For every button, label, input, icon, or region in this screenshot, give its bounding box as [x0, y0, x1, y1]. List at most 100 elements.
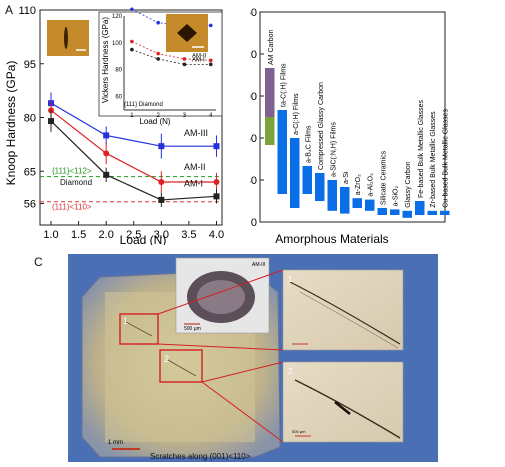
panel-a-y-axis-label: Knoop Hardness (GPa) [4, 61, 18, 186]
inset-data-point [130, 7, 134, 12]
data-point [103, 132, 110, 139]
inset-x-tick-label: 2 [156, 113, 160, 119]
inset-x-tick-label: 4 [209, 113, 213, 119]
range-bar [402, 210, 412, 218]
series-line-am-iii [50, 102, 217, 147]
diamond-label: Diamond [60, 178, 92, 187]
x-tick-label: 3.0 [154, 229, 169, 241]
y-tick-label: 60 [250, 133, 257, 145]
am-carbon-label: AM Carbon [268, 29, 275, 65]
x-tick-label: 1.0 [43, 229, 58, 241]
inset-series-label: AM-II [192, 53, 207, 59]
range-bar [415, 201, 425, 215]
y-tick-label: 150 [250, 7, 257, 19]
category-label: a-SiO₂ [393, 186, 400, 207]
zoom-panel-2-scale: 500 μm [292, 429, 306, 434]
range-bar [277, 110, 287, 194]
region-box-2-label: 2 [164, 354, 169, 364]
inset-data-point [156, 51, 160, 56]
y-tick-label: 90 [250, 91, 257, 103]
panel-a-chart: A Knoop Hardness (GPa) Load (N) 56 65 80 95… [4, 3, 224, 245]
am-carbon-bar [265, 68, 275, 117]
range-bar [315, 173, 325, 201]
zoom-panel-1-label: 1 [288, 275, 293, 284]
inset-x-axis-label: Load (N) [139, 117, 170, 126]
series-line-am-i [50, 120, 217, 201]
panel-a-x-axis-label: Load (N) [120, 233, 167, 245]
inset-series-line [131, 41, 211, 61]
series-label: AM-II [184, 162, 206, 172]
range-bar [390, 209, 400, 215]
inset-y-tick-label: 80 [115, 68, 122, 74]
y-tick-label: 80 [24, 113, 36, 125]
category-label: ta-C(:H) Films [280, 63, 287, 107]
series-label: AM-III [184, 128, 208, 138]
series-line-am-ii [50, 109, 217, 183]
data-point [158, 196, 165, 203]
inset-data-point [130, 39, 134, 44]
range-bar [327, 180, 337, 211]
reference-line-label: (111)<110> [52, 203, 92, 212]
vickers-inset: Vickers Hardness (GPa) Load (N) {111} Di… [98, 7, 223, 126]
region-box-1 [119, 313, 159, 345]
zoom-panel-1: 1 [282, 269, 404, 351]
inset-data-point [130, 47, 134, 52]
category-label: a-C(:H) Films [293, 93, 300, 135]
inset-x-tick-label: 3 [183, 113, 187, 119]
y-tick-label: 56 [24, 199, 36, 211]
panel-c: C AM-III 500 μm 1 2 1 mm Scratches along… [0, 252, 505, 467]
x-tick-label: 3.5 [181, 229, 196, 241]
main-scale-label: 1 mm [108, 440, 123, 446]
category-label: a-Si [343, 171, 350, 184]
panel-c-label: C [34, 255, 43, 269]
zoom-panel-2: 2 500 μm [282, 361, 404, 443]
inset-data-point [156, 20, 160, 25]
category-label: a-B₄C Films [305, 125, 312, 163]
x-tick-label: 1.5 [71, 229, 86, 241]
x-tick-label: 2.0 [99, 229, 114, 241]
inset-data-point [182, 62, 187, 67]
y-tick-label: 30 [250, 175, 257, 187]
y-tick-label: 120 [250, 49, 257, 61]
range-bar [427, 210, 437, 215]
data-point [48, 118, 55, 125]
range-bar [340, 187, 350, 214]
scratch-caption: Scratches along (001)<110> [150, 452, 251, 461]
panel-a-label: A [5, 3, 13, 17]
reference-line-label: {111}<112> [52, 167, 92, 176]
indent-micrograph-1 [47, 20, 89, 56]
category-label: Compressed Glassy Carbon [318, 82, 325, 170]
range-bar [365, 199, 375, 211]
inset-data-point [156, 57, 160, 61]
range-bar [302, 166, 312, 194]
inset-data-point [208, 62, 213, 67]
indent-micrograph-2 [166, 14, 208, 52]
panel-c-graphic: C AM-III 500 μm 1 2 1 mm Scratches along… [34, 254, 438, 462]
category-label: Fe-based Bulk Metallic Glasses [418, 99, 425, 198]
y-tick-label: 95 [24, 59, 36, 71]
range-bar [290, 138, 300, 208]
data-point [103, 171, 110, 178]
category-label: Silicate Ceramics [380, 150, 387, 205]
range-bar [377, 208, 387, 215]
sample-photo-scale: 500 μm [184, 326, 201, 332]
am-carbon-bar [265, 117, 275, 145]
region-box-2 [159, 349, 203, 383]
inset-x-tick-label: 1 [130, 113, 134, 119]
y-tick-label: 0 [251, 217, 257, 229]
panel-b-x-axis-label: Amorphous Materials [275, 232, 388, 246]
sample-photo-label: AM-III [252, 262, 265, 268]
x-tick-label: 4.0 [209, 229, 224, 241]
category-label: a-Al₂O₃ [368, 173, 375, 197]
x-tick-label: 2.5 [126, 229, 141, 241]
data-point [213, 179, 220, 185]
category-label: Cu-based Bulk Metallic Glasses [443, 108, 450, 207]
inset-series-label: AM-I [192, 57, 205, 63]
inset-data-point [208, 58, 213, 63]
panel-b-chart: B Hardness (GPa) Amorphous Materials 030… [250, 7, 450, 246]
inset-data-point [182, 57, 187, 61]
inset-y-tick-label: 60 [115, 95, 122, 101]
category-label: a-ZrO₂ [355, 174, 362, 195]
y-tick-label: 65 [24, 166, 36, 178]
